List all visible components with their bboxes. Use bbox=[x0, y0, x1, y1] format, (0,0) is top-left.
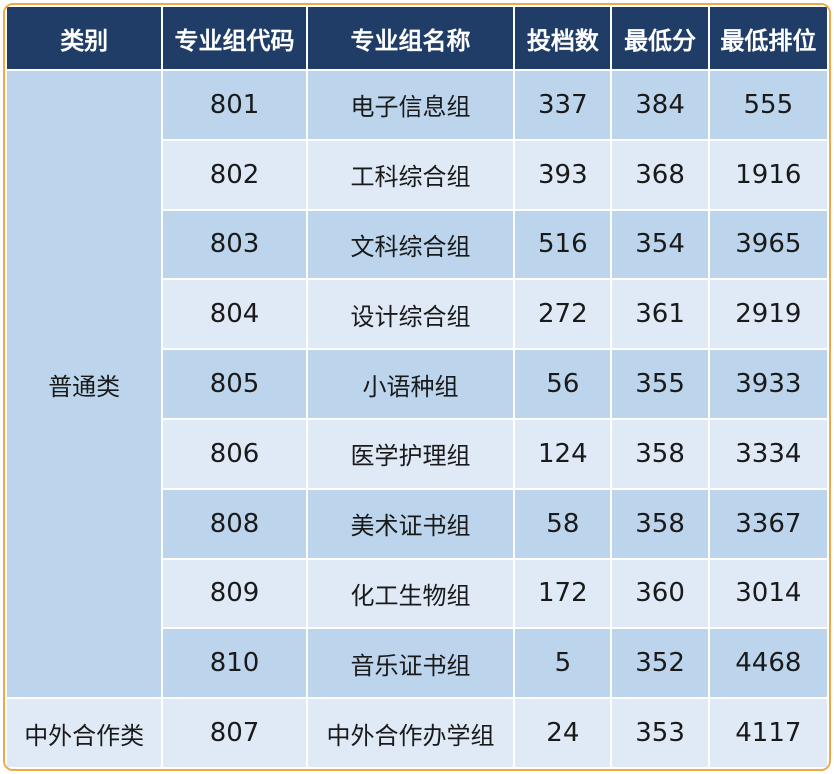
code-cell: 806 bbox=[163, 419, 306, 488]
min-score-cell: 384 bbox=[612, 71, 708, 139]
name-cell: 工科综合组 bbox=[307, 140, 514, 209]
count-cell: 5 bbox=[515, 629, 611, 698]
min-score-cell: 352 bbox=[612, 629, 708, 698]
code-cell: 805 bbox=[163, 350, 306, 418]
min-rank-cell: 2919 bbox=[709, 280, 827, 349]
min-rank-cell: 3933 bbox=[709, 350, 827, 418]
count-cell: 516 bbox=[515, 210, 611, 279]
header-min-rank: 最低排位 bbox=[709, 7, 827, 69]
min-score-cell: 354 bbox=[612, 210, 708, 279]
table-row: 808 美术证书组 58 358 3367 bbox=[7, 489, 827, 558]
count-cell: 56 bbox=[515, 350, 611, 418]
code-cell: 810 bbox=[163, 629, 306, 698]
min-score-cell: 358 bbox=[612, 489, 708, 558]
min-rank-cell: 1916 bbox=[709, 140, 827, 209]
header-min-score: 最低分 bbox=[612, 7, 708, 69]
header-count: 投档数 bbox=[515, 7, 611, 69]
count-cell: 58 bbox=[515, 489, 611, 558]
code-cell: 802 bbox=[163, 140, 306, 209]
name-cell: 化工生物组 bbox=[307, 559, 514, 628]
min-score-cell: 353 bbox=[612, 699, 708, 767]
code-cell: 809 bbox=[163, 559, 306, 628]
count-cell: 393 bbox=[515, 140, 611, 209]
table-row: 803 文科综合组 516 354 3965 bbox=[7, 210, 827, 279]
category-cell-sino-foreign: 中外合作类 bbox=[7, 699, 162, 767]
table-row: 普通类 801 电子信息组 337 384 555 bbox=[7, 71, 827, 698]
count-cell: 272 bbox=[515, 280, 611, 349]
min-score-cell: 361 bbox=[612, 280, 708, 349]
min-score-cell: 368 bbox=[612, 140, 708, 209]
min-rank-cell: 4468 bbox=[709, 629, 827, 698]
category-cell-general: 普通类 bbox=[7, 71, 162, 698]
count-cell: 172 bbox=[515, 559, 611, 628]
admission-table: 类别 专业组代码 专业组名称 投档数 最低分 最低排位 普通类 801 电子信息… bbox=[5, 5, 829, 769]
header-category: 类别 bbox=[7, 7, 162, 69]
min-rank-cell: 555 bbox=[709, 71, 827, 139]
table-row: 806 医学护理组 124 358 3334 bbox=[7, 419, 827, 488]
min-rank-cell: 4117 bbox=[709, 699, 827, 767]
name-cell: 医学护理组 bbox=[307, 419, 514, 488]
name-cell: 文科综合组 bbox=[307, 210, 514, 279]
table-row: 805 小语种组 56 355 3933 bbox=[7, 350, 827, 418]
table-row: 809 化工生物组 172 360 3014 bbox=[7, 559, 827, 628]
code-cell: 803 bbox=[163, 210, 306, 279]
header-name: 专业组名称 bbox=[307, 7, 514, 69]
code-cell: 804 bbox=[163, 280, 306, 349]
code-cell: 807 bbox=[163, 699, 306, 767]
name-cell: 美术证书组 bbox=[307, 489, 514, 558]
header-code: 专业组代码 bbox=[163, 7, 306, 69]
name-cell: 中外合作办学组 bbox=[307, 699, 514, 767]
code-cell: 801 bbox=[163, 71, 306, 139]
min-rank-cell: 3334 bbox=[709, 419, 827, 488]
min-score-cell: 355 bbox=[612, 350, 708, 418]
count-cell: 124 bbox=[515, 419, 611, 488]
min-rank-cell: 3965 bbox=[709, 210, 827, 279]
count-cell: 337 bbox=[515, 71, 611, 139]
count-cell: 24 bbox=[515, 699, 611, 767]
name-cell: 音乐证书组 bbox=[307, 629, 514, 698]
table-row: 中外合作类 807 中外合作办学组 24 353 4117 bbox=[7, 699, 827, 767]
code-cell: 808 bbox=[163, 489, 306, 558]
table-row: 804 设计综合组 272 361 2919 bbox=[7, 280, 827, 349]
table-row: 810 音乐证书组 5 352 4468 bbox=[7, 629, 827, 698]
name-cell: 设计综合组 bbox=[307, 280, 514, 349]
table-header-row: 类别 专业组代码 专业组名称 投档数 最低分 最低排位 bbox=[7, 7, 827, 69]
admission-table-frame: 类别 专业组代码 专业组名称 投档数 最低分 最低排位 普通类 801 电子信息… bbox=[3, 3, 831, 771]
name-cell: 小语种组 bbox=[307, 350, 514, 418]
min-score-cell: 358 bbox=[612, 419, 708, 488]
min-rank-cell: 3014 bbox=[709, 559, 827, 628]
min-score-cell: 360 bbox=[612, 559, 708, 628]
min-rank-cell: 3367 bbox=[709, 489, 827, 558]
table-row: 802 工科综合组 393 368 1916 bbox=[7, 140, 827, 209]
name-cell: 电子信息组 bbox=[307, 71, 514, 139]
